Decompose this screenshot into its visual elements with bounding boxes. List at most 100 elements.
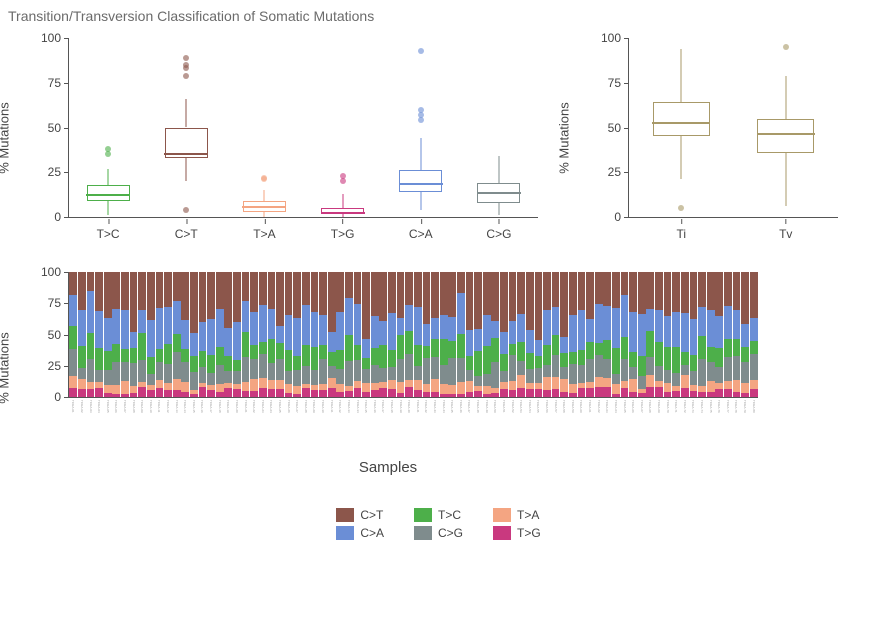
stacked-bar [311,272,319,397]
bar-segment [250,312,258,345]
bar-segment [715,367,723,383]
legend: C>TC>AT>CC>GT>AT>G [0,508,877,540]
bar-segment [466,370,474,380]
bar-segment [121,310,129,349]
bar-segment [405,380,413,388]
bar-segment [552,389,560,398]
stacked-bar [190,272,198,397]
boxplot-mutation-types: % Mutations 0255075100T>CC>TT>AT>GC>AC>G [8,28,548,248]
bar-segment [268,272,276,309]
xtick: Ti [676,227,686,241]
bar-segment [293,318,301,357]
bar-segment [715,389,723,397]
stacked-bar [517,272,525,397]
bar-segment [724,272,732,306]
ytick: 0 [29,210,61,224]
bar-segment [612,348,620,373]
sample-label: TCGA-16 [200,400,204,413]
stacked-bar [405,272,413,397]
bar-segment [156,362,164,381]
bar-segment [138,310,146,333]
bar-segment [216,347,224,365]
bar-segment [681,313,689,352]
median-line [242,206,286,208]
ytick: 75 [589,76,621,90]
whisker [681,49,682,103]
bar-segment [379,345,387,368]
bar-segment [207,319,215,355]
bar-segment [362,339,370,358]
bar-segment [707,362,715,381]
outlier-point [678,205,684,211]
bar-segment [741,393,749,397]
bar-segment [629,392,637,397]
top-row: % Mutations 0255075100T>CC>TT>AT>GC>AC>G… [0,28,877,248]
bar-segment [181,272,189,320]
bar-segment [560,392,568,397]
bar-segment [586,359,594,381]
legend-swatch [414,526,432,540]
bar-segment [733,392,741,397]
sample-label: TCGA-42 [424,400,428,413]
stacked-bar [543,272,551,397]
bar-segment [112,344,120,362]
bar-segment [345,298,353,335]
bar-segment [491,272,499,321]
bar-segment [302,366,310,384]
bar-segment [414,307,422,345]
bar-segment [543,365,551,377]
bar-segment [181,320,189,349]
stacked-bar [655,272,663,397]
bar-segment [457,272,465,293]
whisker [186,99,187,128]
ytick: 50 [589,121,621,135]
ylabel-right: % Mutations [557,102,572,174]
stacked-bar [414,272,422,397]
bar-segment [319,359,327,383]
sample-label: TCGA-61 [588,400,592,413]
sample-label: TCGA-76 [717,400,721,413]
bar-segment [69,295,77,325]
legend-swatch [336,526,354,540]
bar-segment [543,377,551,390]
bar-segment [156,308,164,349]
stacked-bar [164,272,172,397]
stacked-bar [707,272,715,397]
bar-segment [517,314,525,342]
sample-label: TCGA-40 [407,400,411,413]
xtick: C>G [486,227,511,241]
bar-segment [328,352,336,367]
bar-segment [371,272,379,316]
bar-segment [78,310,86,346]
stacked-bar [569,272,577,397]
bar-segment [629,367,637,379]
ytick: 25 [29,359,61,373]
bar-segment [672,312,680,347]
box [165,128,208,158]
stacked-bar [578,272,586,397]
bar-segment [457,394,465,397]
bar-segment [190,372,198,390]
sample-label: TCGA-78 [734,400,738,413]
stacked-bar [336,272,344,397]
legend-column: C>TC>A [336,508,384,540]
bar-segment [655,381,663,388]
bar-segment [603,359,611,378]
median-line [399,183,443,185]
stacked-bar [319,272,327,397]
stacked-bar [440,272,448,397]
bar-segment [491,338,499,361]
bar-segment [578,350,586,365]
stacked-bar [664,272,672,397]
sample-label: TCGA-71 [674,400,678,413]
sample-label: TCGA-20 [235,400,239,413]
outlier-point [183,55,189,61]
bar-segment [388,380,396,390]
bar-segment [405,305,413,331]
legend-item: C>A [336,526,384,540]
bar-segment [707,381,715,392]
xlabel-samples: Samples [359,459,417,476]
box [653,102,710,136]
bar-segment [586,342,594,359]
bar-segment [715,348,723,367]
